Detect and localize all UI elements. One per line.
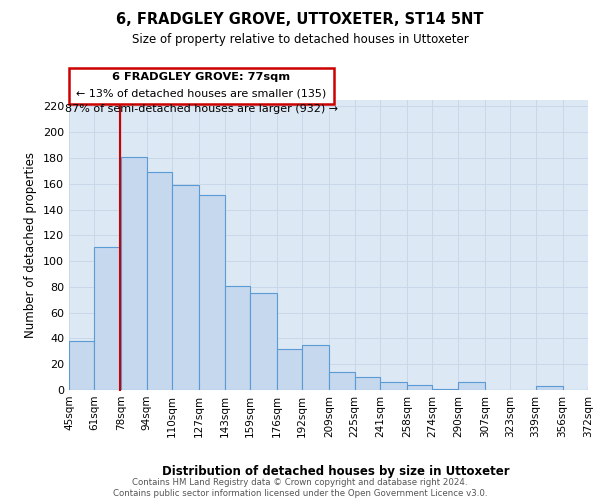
Bar: [147, 172, 172, 390]
Bar: [329, 372, 355, 390]
Bar: [536, 386, 563, 390]
Bar: [250, 294, 277, 390]
Bar: [355, 377, 380, 390]
Bar: [433, 388, 458, 390]
Bar: [277, 349, 302, 390]
Bar: [458, 382, 485, 390]
Bar: [588, 386, 600, 390]
Text: Contains HM Land Registry data © Crown copyright and database right 2024.
Contai: Contains HM Land Registry data © Crown c…: [113, 478, 487, 498]
Bar: [380, 382, 407, 390]
Y-axis label: Number of detached properties: Number of detached properties: [25, 152, 37, 338]
Bar: [121, 156, 147, 390]
Text: 6 FRADGLEY GROVE: 77sqm: 6 FRADGLEY GROVE: 77sqm: [112, 72, 290, 82]
Text: Size of property relative to detached houses in Uttoxeter: Size of property relative to detached ho…: [131, 32, 469, 46]
Text: 87% of semi-detached houses are larger (932) →: 87% of semi-detached houses are larger (…: [65, 104, 338, 114]
Bar: [302, 345, 329, 390]
Text: 6, FRADGLEY GROVE, UTTOXETER, ST14 5NT: 6, FRADGLEY GROVE, UTTOXETER, ST14 5NT: [116, 12, 484, 28]
Bar: [94, 247, 121, 390]
Bar: [407, 385, 433, 390]
Bar: [172, 185, 199, 390]
Bar: [69, 341, 94, 390]
Bar: [224, 286, 250, 390]
Bar: [199, 196, 224, 390]
Text: ← 13% of detached houses are smaller (135): ← 13% of detached houses are smaller (13…: [76, 89, 326, 99]
Text: Distribution of detached houses by size in Uttoxeter: Distribution of detached houses by size …: [162, 464, 510, 477]
